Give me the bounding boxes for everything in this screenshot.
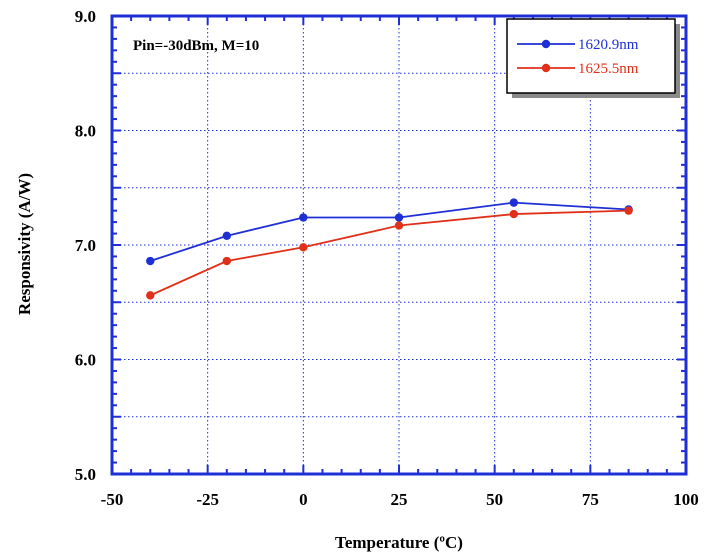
- x-tick-label: -50: [101, 490, 124, 509]
- x-tick-label: -25: [196, 490, 219, 509]
- legend-box: [506, 18, 676, 94]
- series-layer: [146, 198, 633, 300]
- x-tick-label: 100: [673, 490, 699, 509]
- x-tick-label: 25: [391, 490, 408, 509]
- legend: 1620.9nm 1625.5nm: [506, 18, 680, 98]
- x-tick-label: 0: [299, 490, 308, 509]
- x-tick-label: 50: [486, 490, 503, 509]
- series-line: [149, 201, 629, 262]
- data-point: [146, 291, 155, 300]
- annotation-text: Pin=-30dBm, M=10: [133, 38, 259, 54]
- data-point: [299, 213, 308, 222]
- y-tick-label: 6.0: [75, 351, 96, 370]
- series-line: [149, 209, 629, 297]
- series-1625.5nm: [146, 206, 633, 300]
- legend-marker: [541, 39, 551, 49]
- data-point: [394, 213, 404, 222]
- x-tick-labels: -50 -25 0 25 50 75 100: [101, 490, 699, 509]
- x-axis-label: Temperature (ºC): [335, 533, 463, 552]
- plot-frame: [110, 14, 688, 476]
- data-point: [222, 231, 231, 241]
- y-tick-label: 5.0: [75, 465, 96, 484]
- y-tick-label: 9.0: [75, 7, 96, 26]
- data-point: [509, 209, 518, 219]
- data-point: [299, 243, 308, 252]
- y-tick-label: 7.0: [75, 236, 96, 255]
- legend-marker: [541, 63, 551, 73]
- legend-label: 1625.5nm: [578, 61, 639, 77]
- y-tick-label: 8.0: [75, 122, 96, 141]
- data-point: [624, 206, 633, 215]
- data-point: [394, 221, 404, 230]
- x-tick-label: 75: [582, 490, 599, 509]
- legend-label: 1620.9nm: [578, 37, 639, 53]
- data-point: [146, 256, 155, 266]
- data-point: [222, 256, 231, 266]
- data-point: [509, 198, 518, 207]
- y-axis-label: Responsivity (A/W): [15, 173, 34, 315]
- y-tick-labels: 5.0 6.0 7.0 8.0 9.0: [75, 7, 96, 484]
